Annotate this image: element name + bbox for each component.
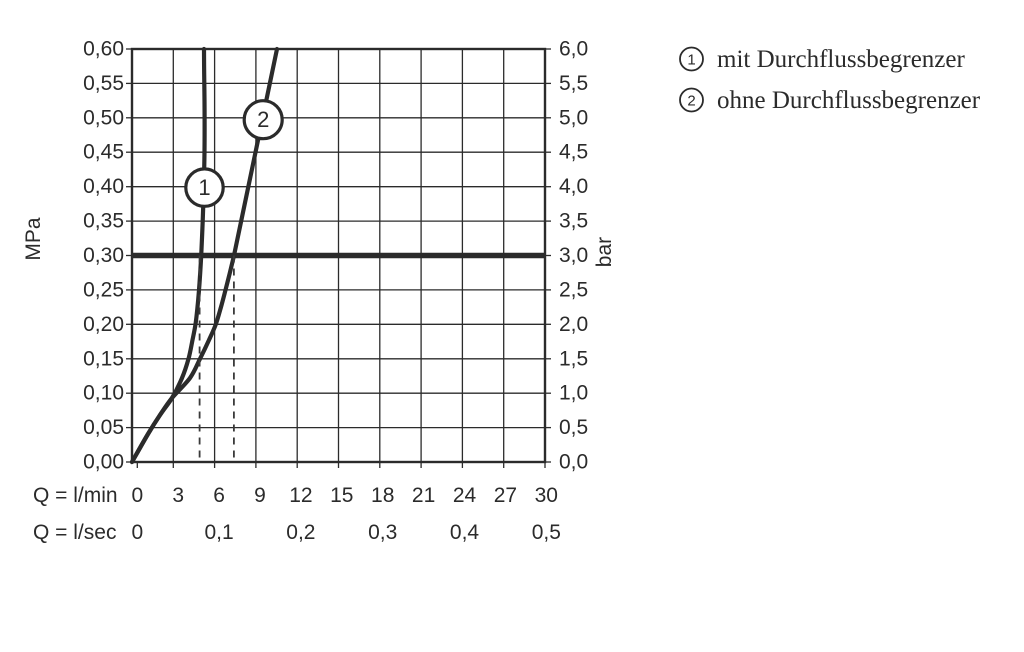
svg-text:0,10: 0,10 <box>83 382 124 405</box>
svg-text:0,35: 0,35 <box>83 210 124 233</box>
svg-text:Q = l/sec: Q = l/sec <box>33 521 116 544</box>
svg-text:0,3: 0,3 <box>368 521 397 544</box>
svg-text:21: 21 <box>412 484 435 507</box>
svg-text:1,5: 1,5 <box>559 347 588 370</box>
svg-text:0,5: 0,5 <box>559 416 588 439</box>
svg-text:2,5: 2,5 <box>559 278 588 301</box>
svg-text:0,45: 0,45 <box>83 141 124 164</box>
svg-text:18: 18 <box>371 484 394 507</box>
svg-text:0,00: 0,00 <box>83 451 124 474</box>
svg-text:0,25: 0,25 <box>83 278 124 301</box>
svg-text:0,30: 0,30 <box>83 244 124 267</box>
svg-text:12: 12 <box>289 484 312 507</box>
svg-text:6,0: 6,0 <box>559 38 588 61</box>
svg-text:0,1: 0,1 <box>204 521 233 544</box>
svg-text:bar: bar <box>593 237 616 267</box>
svg-text:1: 1 <box>198 175 210 200</box>
svg-text:15: 15 <box>330 484 353 507</box>
svg-text:0,5: 0,5 <box>532 521 561 544</box>
svg-text:MPa: MPa <box>22 217 45 261</box>
svg-text:0,50: 0,50 <box>83 106 124 129</box>
svg-text:6: 6 <box>213 484 225 507</box>
svg-text:4,5: 4,5 <box>559 141 588 164</box>
svg-text:0,60: 0,60 <box>83 38 124 61</box>
svg-text:2: 2 <box>257 107 269 132</box>
svg-text:1: 1 <box>687 52 695 69</box>
svg-text:9: 9 <box>254 484 266 507</box>
svg-text:0,4: 0,4 <box>450 521 480 544</box>
svg-text:0,55: 0,55 <box>83 72 124 95</box>
svg-text:27: 27 <box>494 484 517 507</box>
svg-text:2,0: 2,0 <box>559 313 588 336</box>
svg-text:5,0: 5,0 <box>559 106 588 129</box>
svg-text:3,5: 3,5 <box>559 210 588 233</box>
svg-text:0,05: 0,05 <box>83 416 124 439</box>
svg-text:0,20: 0,20 <box>83 313 124 336</box>
svg-text:0: 0 <box>131 484 143 507</box>
svg-text:24: 24 <box>453 484 477 507</box>
svg-text:0: 0 <box>131 521 143 544</box>
svg-text:3,0: 3,0 <box>559 244 588 267</box>
svg-text:mit Durchflussbegrenzer: mit Durchflussbegrenzer <box>717 46 966 73</box>
svg-text:4,0: 4,0 <box>559 175 588 198</box>
svg-text:30: 30 <box>535 484 558 507</box>
svg-text:0,2: 0,2 <box>286 521 315 544</box>
svg-text:Q = l/min: Q = l/min <box>33 484 118 507</box>
svg-text:2: 2 <box>687 93 695 110</box>
svg-text:0,0: 0,0 <box>559 451 588 474</box>
svg-text:0,15: 0,15 <box>83 347 124 370</box>
svg-text:ohne Durchflussbegrenzer: ohne Durchflussbegrenzer <box>717 87 981 114</box>
svg-text:3: 3 <box>172 484 184 507</box>
svg-text:0,40: 0,40 <box>83 175 124 198</box>
svg-text:5,5: 5,5 <box>559 72 588 95</box>
svg-text:1,0: 1,0 <box>559 382 588 405</box>
